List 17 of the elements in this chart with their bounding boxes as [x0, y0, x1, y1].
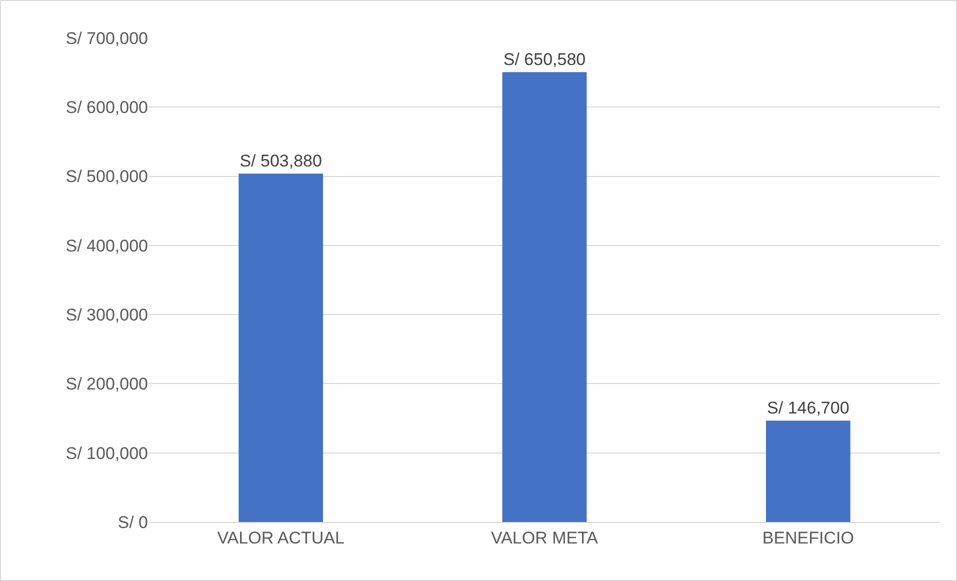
y-tick-label: S/ 500,000: [66, 167, 148, 186]
y-tick-label: S/ 400,000: [66, 236, 148, 256]
y-tick-label: S/ 700,000: [66, 28, 148, 48]
bar: [766, 420, 850, 522]
y-tick-label: S/ 300,000: [66, 306, 148, 325]
y-tick-label: S/ 100,000: [66, 444, 148, 463]
bar: [502, 72, 587, 522]
x-tick-label: VALOR ACTUAL: [217, 528, 344, 548]
bar: [238, 174, 324, 522]
x-tick-label: VALOR META: [490, 528, 599, 548]
y-tick-label: S/ 0: [118, 512, 148, 532]
data-label: S/ 650,580: [503, 50, 586, 70]
y-tick-label: S/ 200,000: [66, 374, 148, 394]
data-label: S/ 503,880: [240, 152, 322, 171]
y-tick-label: S/ 600,000: [66, 98, 148, 118]
data-label: S/ 146,700: [767, 398, 850, 418]
x-tick-label: BENEFICIO: [762, 528, 854, 548]
